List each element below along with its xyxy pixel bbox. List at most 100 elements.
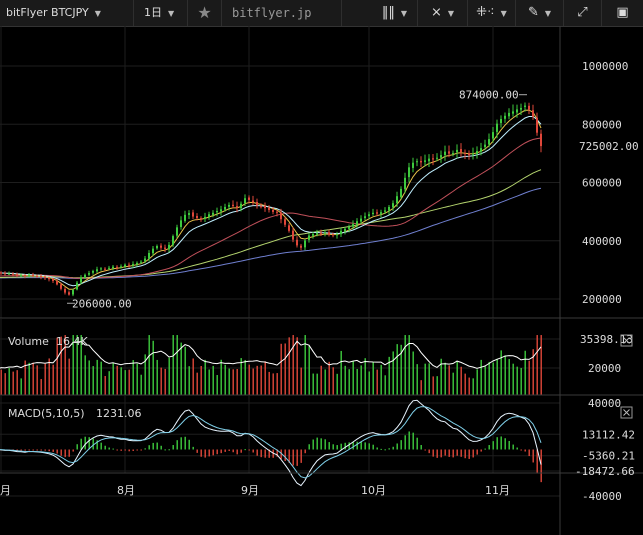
macd-histogram-bar: [440, 449, 442, 458]
macd-histogram-bar: [344, 442, 346, 450]
close-icon-frame[interactable]: [620, 334, 633, 347]
volume-bar: [208, 369, 210, 395]
macd-histogram-bar: [256, 449, 258, 456]
candle-body: [12, 273, 14, 275]
volume-bar: [244, 359, 246, 395]
candle-body: [424, 160, 426, 162]
candle-body: [208, 214, 210, 217]
candle-body: [160, 245, 162, 248]
macd-histogram-bar: [84, 436, 86, 450]
macd-histogram-bar: [76, 444, 78, 450]
candle-body: [428, 158, 430, 162]
macd-histogram-bar: [456, 449, 458, 456]
macd-histogram-bar: [300, 449, 302, 463]
candle-body: [148, 252, 150, 259]
candle-body: [332, 234, 334, 236]
candle-body: [4, 273, 6, 275]
volume-bar: [344, 365, 346, 395]
close-volume-button[interactable]: [620, 334, 633, 347]
ma-200-line: [0, 187, 542, 280]
macd-histogram-bar: [156, 442, 158, 450]
macd-histogram-bar: [360, 441, 362, 450]
macd-histogram-bar: [288, 449, 290, 463]
macd-histogram-bar: [436, 449, 438, 458]
volume-bar: [72, 335, 74, 395]
time-axis[interactable]: 7月 8月 9月 10月 11月: [0, 484, 510, 497]
candle-body: [232, 204, 234, 207]
symbol-selector[interactable]: bitFlyer BTCJPY ▼: [0, 0, 134, 26]
volume-bar: [292, 335, 294, 395]
macd-histogram-bar: [68, 449, 70, 457]
macd-histogram-bar: [104, 445, 106, 450]
interval-selector[interactable]: 1日 ▼: [134, 0, 188, 26]
volume-bar: [432, 376, 434, 395]
indicator-button[interactable]: ⨯ ▼: [418, 0, 468, 26]
candle-body: [304, 240, 306, 248]
candle-body: [476, 151, 478, 155]
compare-button[interactable]: ⁜⁖ ▼: [468, 0, 516, 26]
macd-histogram-bar: [296, 449, 298, 466]
site-link[interactable]: bitflyer.jp: [222, 0, 342, 26]
candle-body: [240, 203, 242, 209]
macd-histogram-bar: [508, 440, 510, 450]
macd-histogram-bar: [324, 439, 326, 450]
close-icon[interactable]: [623, 409, 630, 416]
macd-histogram-bar: [472, 449, 474, 458]
candle-body: [260, 206, 262, 208]
candle-body: [108, 267, 110, 269]
candle-body: [16, 274, 18, 276]
volume-bar: [492, 362, 494, 395]
candle-body: [184, 214, 186, 221]
macd-histogram-bar: [52, 449, 54, 452]
candle-body: [80, 277, 82, 283]
volume-bar: [424, 363, 426, 395]
macd-histogram-bar: [208, 449, 210, 457]
macd-histogram-bar: [352, 442, 354, 450]
favorite-button[interactable]: ★: [188, 0, 222, 26]
candle-body: [256, 202, 258, 206]
candle-body: [316, 232, 318, 235]
candle-body: [20, 275, 22, 277]
macd-histogram-bar: [308, 444, 310, 450]
close-macd-button[interactable]: [620, 406, 633, 419]
close-icon[interactable]: [623, 337, 630, 344]
volume-bar: [256, 365, 258, 395]
month-label: 10月: [361, 484, 386, 497]
chevron-down-icon: ▼: [544, 9, 552, 18]
volume-bar: [8, 368, 10, 395]
snapshot-button[interactable]: ▣: [602, 0, 643, 26]
price-axis[interactable]: 1000000 800000 600000 400000 200000 7250…: [579, 60, 639, 306]
volume-bar: [272, 373, 274, 395]
candle-body: [352, 224, 354, 227]
macd-tick: 13112.42: [582, 428, 635, 441]
candle-body: [432, 158, 434, 160]
candle-body: [176, 227, 178, 236]
volume-bar: [280, 343, 282, 395]
candle-body: [448, 151, 450, 154]
draw-tool-button[interactable]: ✎ ▼: [516, 0, 564, 26]
volume-bar: [204, 359, 206, 395]
month-label: 7月: [0, 484, 11, 497]
candle-body: [140, 261, 142, 263]
macd-tick: -5360.21: [582, 450, 635, 463]
macd-histogram-bar: [348, 442, 350, 450]
fullscreen-button[interactable]: ⤢: [564, 0, 602, 26]
volume-bar: [116, 365, 118, 395]
volume-bar: [160, 367, 162, 395]
candle-body: [468, 153, 470, 156]
macd-tick: 40000: [588, 397, 621, 410]
candle-style-button[interactable]: ‖‖ ▼: [372, 0, 418, 26]
macd-histogram-bar: [108, 447, 110, 450]
candle-body: [8, 273, 10, 275]
macd-histogram-bar: [316, 437, 318, 450]
volume-bar: [532, 349, 534, 395]
close-icon-frame[interactable]: [620, 406, 633, 419]
candle-body: [480, 148, 482, 152]
volume-bar: [360, 365, 362, 395]
chart-area[interactable]: 1000000 800000 600000 400000 200000 7250…: [0, 26, 643, 535]
volume-bar: [468, 377, 470, 395]
volume-bar: [108, 371, 110, 395]
candle-body: [188, 213, 190, 215]
volume-bar: [120, 367, 122, 395]
volume-bar: [196, 372, 198, 395]
